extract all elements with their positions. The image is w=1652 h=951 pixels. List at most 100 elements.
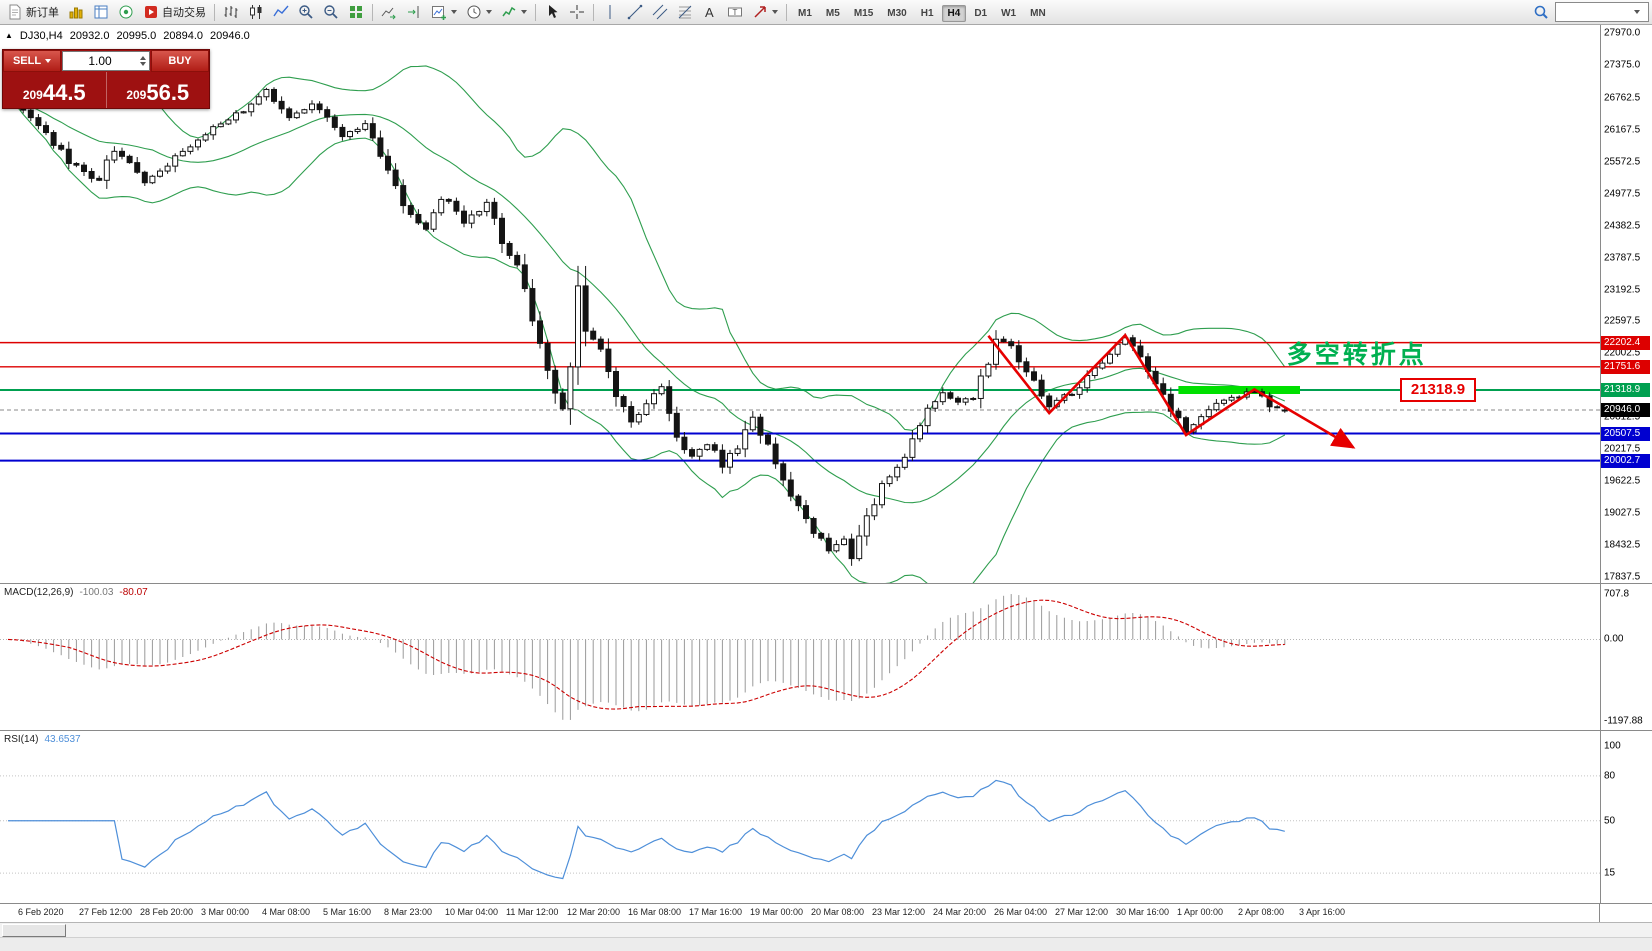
axis-tick-label: 15 xyxy=(1604,867,1616,879)
axis-tick-label: 27970.0 xyxy=(1604,27,1641,39)
axis-tick-label: 18432.5 xyxy=(1604,539,1641,551)
time-axis-label: 30 Mar 16:00 xyxy=(1116,907,1170,917)
time-axis-label: 12 Mar 20:00 xyxy=(567,907,621,917)
trendline-tool-button[interactable] xyxy=(623,1,647,23)
horizontal-scrollbar[interactable] xyxy=(0,923,1652,938)
trend-zigzag-annotation[interactable] xyxy=(987,333,1356,449)
buy-button-label: BUY xyxy=(168,55,192,67)
new-order-button[interactable]: 新订单 xyxy=(3,1,63,23)
sell-button[interactable]: SELL xyxy=(3,50,61,72)
macd-plot[interactable]: MACD(12,26,9) -100.03 -80.07 xyxy=(0,584,1600,730)
cursor-icon xyxy=(549,5,558,18)
tile-windows-button[interactable] xyxy=(344,1,368,23)
turning-point-annotation[interactable]: 多空转折点 xyxy=(1286,340,1427,369)
indicators-menu-button[interactable] xyxy=(497,1,531,23)
candlesticks xyxy=(5,87,1288,566)
label-tool-button[interactable]: T xyxy=(723,1,747,23)
time-axis-label: 20 Mar 08:00 xyxy=(811,907,865,917)
toolbar-separator xyxy=(535,3,536,21)
time-axis-label: 16 Mar 08:00 xyxy=(628,907,682,917)
volume-input[interactable] xyxy=(63,53,137,69)
macd-main-value: -100.03 xyxy=(79,587,114,598)
arrows-tool-button[interactable] xyxy=(748,1,782,23)
navigator-button[interactable] xyxy=(114,1,138,23)
zoom-in-button[interactable] xyxy=(294,1,318,23)
timeframe-button-m1[interactable]: M1 xyxy=(798,8,812,19)
auto-scroll-button[interactable] xyxy=(377,1,401,23)
market-watch-button[interactable] xyxy=(89,1,113,23)
axis-tick-label: 80 xyxy=(1604,770,1616,782)
zoom-out-icon xyxy=(324,5,338,19)
text-tool-button[interactable]: A xyxy=(698,1,722,23)
timeframe-button-h4[interactable]: H4 xyxy=(941,5,967,22)
volume-spinner[interactable] xyxy=(137,56,149,66)
sell-button-label: SELL xyxy=(12,55,42,67)
price-line-label: 21751.6 xyxy=(1601,359,1650,374)
time-axis-label: 26 Mar 04:00 xyxy=(994,907,1048,917)
timeframe-button-m30[interactable]: M30 xyxy=(887,8,907,19)
symbol-search-combobox[interactable] xyxy=(1555,2,1649,22)
symbol-search-input[interactable] xyxy=(1559,5,1633,19)
status-bar xyxy=(0,938,1652,951)
time-axis-label: 17 Mar 16:00 xyxy=(689,907,743,917)
macd-axis[interactable]: 707.8 0.00 -1197.88 xyxy=(1600,584,1652,730)
line-chart-icon xyxy=(273,5,289,17)
time-axis-label: 10 Mar 04:00 xyxy=(445,907,499,917)
time-axis[interactable]: 6 Feb 2020 27 Feb 12:00 28 Feb 20:00 3 Mar … xyxy=(0,904,1599,922)
timeframe-button-w1[interactable]: W1 xyxy=(1001,8,1017,19)
axis-tick-label: 17837.5 xyxy=(1604,571,1641,583)
crosshair-icon xyxy=(570,5,584,19)
buy-button[interactable]: BUY xyxy=(151,50,209,72)
timeframe-button-h1[interactable]: H1 xyxy=(920,8,934,19)
rsi-axis[interactable]: 100 80 50 15 xyxy=(1600,731,1652,903)
zoom-out-button[interactable] xyxy=(319,1,343,23)
time-axis-label: 1 Apr 00:00 xyxy=(1177,907,1224,917)
ohlc-high: 20995.0 xyxy=(116,30,157,42)
time-axis-row[interactable]: 6 Feb 2020 27 Feb 12:00 28 Feb 20:00 3 Mar … xyxy=(0,904,1652,923)
timeframe-button-d1[interactable]: D1 xyxy=(974,8,988,19)
price-plot[interactable]: ▲ DJ30,H4 20932.0 20995.0 20894.0 20946.… xyxy=(0,25,1600,583)
timeframes-menu-button[interactable] xyxy=(462,1,496,23)
zoom-in-icon xyxy=(299,5,313,19)
rsi-plot[interactable]: RSI(14) 43.6537 xyxy=(0,731,1600,903)
rsi-indicator-name: RSI(14) xyxy=(4,734,39,745)
price-pane: ▲ DJ30,H4 20932.0 20995.0 20894.0 20946.… xyxy=(0,25,1652,584)
price-line-label: 20507.5 xyxy=(1601,426,1650,441)
candlestick-chart-type-button[interactable] xyxy=(244,1,268,23)
charts-list-button[interactable] xyxy=(64,1,88,23)
chart-shift-button[interactable] xyxy=(402,1,426,23)
buy-price[interactable]: 209 56.5 xyxy=(107,72,210,108)
scrollbar-thumb[interactable] xyxy=(2,924,66,937)
timeframe-button-m15[interactable]: M15 xyxy=(853,8,874,19)
fibonacci-tool-button[interactable] xyxy=(673,1,697,23)
crosshair-tool-button[interactable] xyxy=(565,1,589,23)
market-watch-icon xyxy=(94,5,108,19)
time-axis-label: 4 Mar 08:00 xyxy=(262,907,311,917)
search-icon xyxy=(1534,5,1548,19)
line-chart-type-button[interactable] xyxy=(269,1,293,23)
bar-chart-type-button[interactable] xyxy=(219,1,243,23)
axis-tick-label: 22002.5 xyxy=(1604,347,1641,359)
green-highlight-band[interactable] xyxy=(1178,385,1300,394)
new-chart-button[interactable] xyxy=(427,1,461,23)
equidistant-channel-icon xyxy=(652,4,668,20)
price-axis[interactable]: 27970.0 27375.0 26762.5 26167.5 25572.5 24977… xyxy=(1600,25,1652,583)
symbol-direction-icon: ▲ xyxy=(5,31,13,40)
timeframe-button-mn[interactable]: MN xyxy=(1030,8,1046,19)
spin-down-icon[interactable] xyxy=(140,62,146,66)
price-callout-box[interactable]: 21318.9 xyxy=(1400,377,1476,402)
svg-text:A: A xyxy=(705,5,714,20)
dropdown-caret-icon xyxy=(1634,10,1640,14)
sell-price[interactable]: 209 44.5 xyxy=(3,72,107,108)
price-line-label: 21318.9 xyxy=(1601,382,1650,397)
buy-price-base: 209 xyxy=(126,88,147,102)
cursor-tool-button[interactable] xyxy=(540,1,564,23)
vertical-line-tool-button[interactable] xyxy=(598,1,622,23)
channel-tool-button[interactable] xyxy=(648,1,672,23)
autotrading-button[interactable]: 自动交易 xyxy=(139,1,210,23)
spin-up-icon[interactable] xyxy=(140,56,146,60)
one-click-trading-panel: SELL BUY xyxy=(2,49,210,109)
symbol-search-button[interactable] xyxy=(1529,1,1553,23)
timeframe-button-m5[interactable]: M5 xyxy=(825,8,840,19)
volume-field[interactable] xyxy=(62,51,150,71)
